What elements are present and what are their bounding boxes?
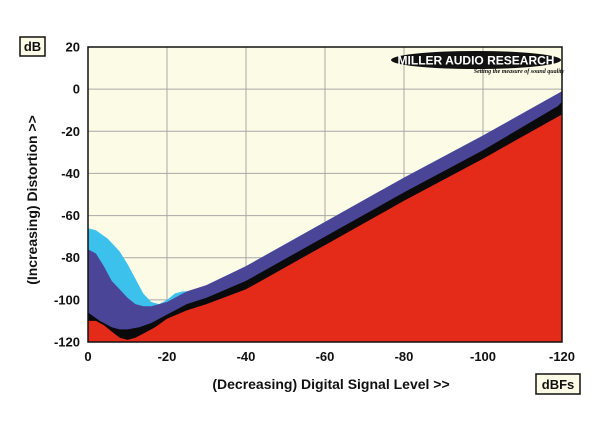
x-tick-label: -40: [237, 349, 256, 364]
x-unit-box: dBFs: [535, 373, 581, 395]
y-tick-label: 20: [66, 40, 80, 55]
plot-frame: [87, 46, 563, 343]
y-tick-label: -80: [61, 250, 80, 265]
y-unit-box: dB: [19, 36, 46, 57]
x-tick-label: -20: [158, 349, 177, 364]
x-tick-label: -60: [316, 349, 335, 364]
x-tick-label: -100: [470, 349, 496, 364]
y-tick-label: -40: [61, 166, 80, 181]
x-tick-label: -80: [395, 349, 414, 364]
y-tick-label: -100: [54, 292, 80, 307]
series-area-4: [88, 114, 562, 343]
x-tick-label: -120: [549, 349, 575, 364]
brand-logo: MILLER AUDIO RESEARCH Setting the measur…: [391, 51, 565, 75]
tick-labels: 0 -20 -40 -60 -80 -100 -120 20 0 -20 -40 -60 -80 -100…: [54, 40, 575, 365]
y-tick-label: -60: [61, 208, 80, 223]
y-axis-title: (Increasing) Distortion >>: [24, 115, 40, 285]
x-unit-label: dBFs: [542, 377, 575, 392]
x-axis-title: (Decreasing) Digital Signal Level >>: [212, 376, 449, 392]
logo-tagline: Setting the measure of sound quality: [474, 69, 565, 75]
y-unit-label: dB: [24, 39, 41, 54]
logo-brand-text: MILLER AUDIO RESEARCH: [398, 54, 555, 68]
series-areas: [88, 91, 562, 343]
y-tick-label: -120: [54, 335, 80, 350]
x-tick-label: 0: [84, 349, 91, 364]
y-tick-label: 0: [73, 82, 80, 97]
y-tick-label: -20: [61, 124, 80, 139]
